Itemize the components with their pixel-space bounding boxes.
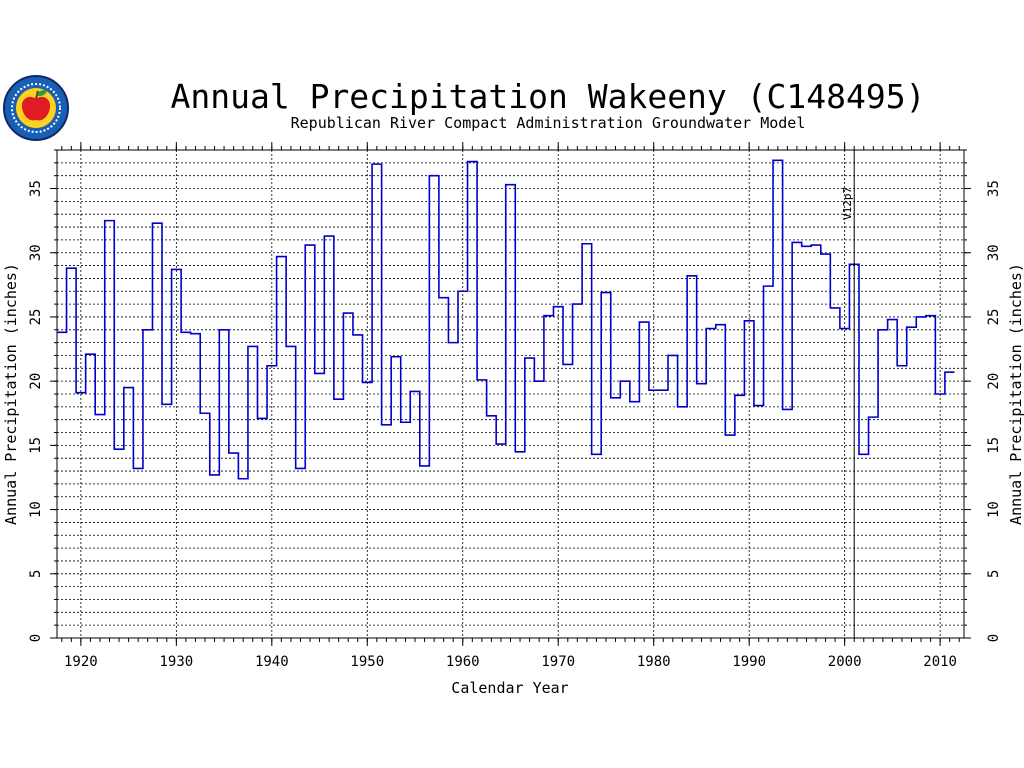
chart-title: Annual Precipitation Wakeeny (C148495) (171, 77, 926, 116)
y-axis-label-right: Annual Precipitation (inches) (1007, 263, 1024, 525)
y-tick-label-right: 20 (986, 373, 1002, 390)
y-tick-label-left: 25 (28, 309, 44, 326)
x-tick-label: 1940 (255, 654, 289, 670)
x-tick-label: 1960 (446, 654, 480, 670)
y-tick-label-right: 30 (986, 244, 1002, 261)
precipitation-step-line (57, 159, 955, 480)
y-tick-label-left: 30 (28, 244, 44, 261)
kansas-apple-seal-icon (3, 75, 69, 141)
x-tick-label: 1950 (350, 654, 384, 670)
y-tick-label-right: 10 (986, 501, 1002, 518)
y-tick-label-right: 25 (986, 309, 1002, 326)
y-tick-label-left: 0 (28, 634, 44, 642)
version-marker-label: V12p7 (841, 187, 854, 220)
x-axis-label: Calendar Year (451, 679, 568, 697)
y-tick-label-left: 15 (28, 437, 44, 454)
grid-lines (57, 150, 964, 638)
y-tick-label-right: 0 (986, 634, 1002, 642)
x-tick-label: 1990 (732, 654, 766, 670)
x-tick-label: 1930 (159, 654, 193, 670)
axis-ticks: 0 0 5 5 10 10 15 15 20 20 25 25 30 30 35 35 1920 1930 1940… (28, 142, 1002, 670)
chart-subtitle: Republican River Compact Administration … (291, 114, 806, 132)
y-tick-label-left: 10 (28, 501, 44, 518)
y-axis-label-left: Annual Precipitation (inches) (2, 263, 20, 525)
x-tick-label: 1970 (541, 654, 575, 670)
y-tick-label-left: 20 (28, 373, 44, 390)
x-tick-label: 2010 (923, 654, 957, 670)
y-tick-label-left: 35 (28, 180, 44, 197)
y-tick-label-right: 35 (986, 180, 1002, 197)
x-tick-label: 1980 (637, 654, 671, 670)
x-tick-label: 1920 (64, 654, 98, 670)
y-tick-label-left: 5 (28, 570, 44, 578)
y-tick-label-right: 15 (986, 437, 1002, 454)
x-tick-label: 2000 (828, 654, 862, 670)
y-tick-label-right: 5 (986, 570, 1002, 578)
